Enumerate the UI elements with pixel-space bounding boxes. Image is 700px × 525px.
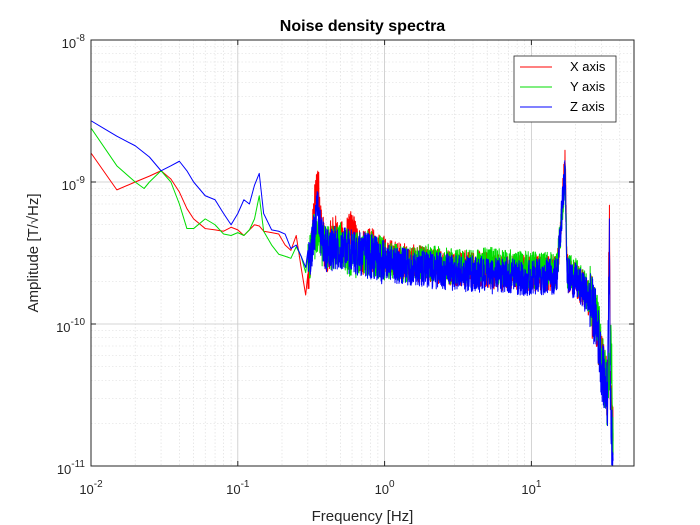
x-tick-label: 10-2	[79, 479, 103, 497]
x-axis-label: Frequency [Hz]	[312, 508, 414, 525]
legend-label: X axis	[570, 59, 606, 74]
x-tick-label: 10-1	[226, 479, 250, 497]
legend: X axis Y axis Z axis	[513, 55, 617, 123]
series-line-z-axis	[90, 120, 614, 467]
x-tick-label: 100	[375, 479, 395, 497]
legend-label: Y axis	[570, 79, 606, 94]
axis-ticks: 10-2 10-1 100 101 10-11 10-10 10-9 10-8	[56, 33, 634, 497]
y-tick-label: 10-9	[62, 175, 86, 193]
legend-label: Z axis	[570, 99, 605, 114]
y-tick-label: 10-10	[56, 317, 85, 335]
x-tick-label: 101	[521, 479, 541, 497]
data-series	[90, 120, 614, 467]
y-tick-label: 10-11	[57, 459, 86, 477]
y-tick-label: 10-8	[62, 33, 86, 51]
plot-frame	[90, 39, 635, 467]
legend-entries: X axis Y axis Z axis	[520, 59, 606, 114]
chart-title: Noise density spectra	[280, 18, 446, 35]
y-axis-label: Amplitude [T/√Hz]	[25, 193, 42, 312]
